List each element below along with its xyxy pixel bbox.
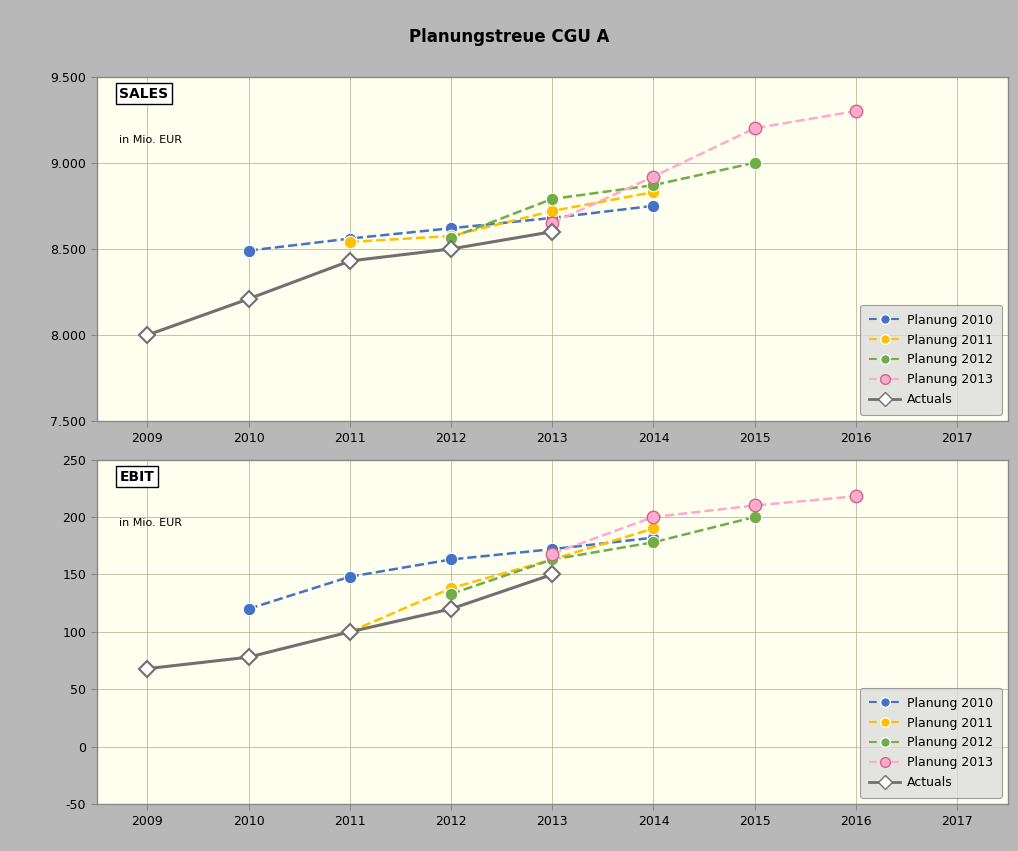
Text: in Mio. EUR: in Mio. EUR — [119, 518, 182, 528]
Text: SALES: SALES — [119, 87, 169, 101]
Text: in Mio. EUR: in Mio. EUR — [119, 135, 182, 146]
Text: Planungstreue CGU A: Planungstreue CGU A — [409, 27, 609, 46]
Legend: Planung 2010, Planung 2011, Planung 2012, Planung 2013, Actuals: Planung 2010, Planung 2011, Planung 2012… — [860, 305, 1002, 415]
Text: EBIT: EBIT — [119, 470, 155, 484]
Legend: Planung 2010, Planung 2011, Planung 2012, Planung 2013, Actuals: Planung 2010, Planung 2011, Planung 2012… — [860, 688, 1002, 798]
